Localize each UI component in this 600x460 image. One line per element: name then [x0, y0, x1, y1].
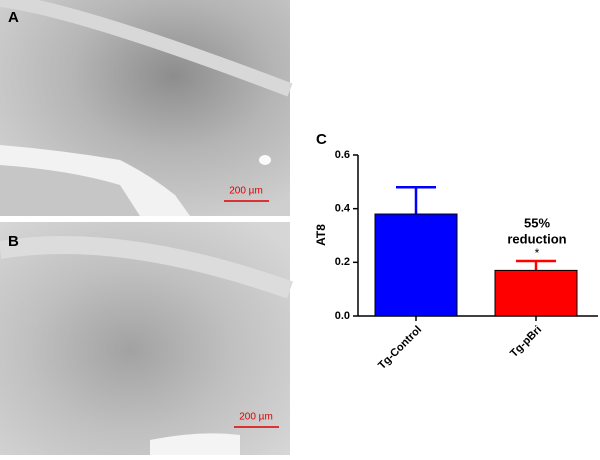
x-tick-label: Tg-pBri — [508, 324, 544, 360]
panel-label: B — [8, 233, 19, 250]
micrograph-a — [0, 0, 293, 216]
annotation: reduction — [507, 231, 566, 246]
y-tick-label: 0.6 — [335, 149, 350, 161]
scale-bar-label: 200 µm — [229, 186, 263, 197]
scale-bar-label: 200 µm — [239, 412, 273, 423]
significance-mark: * — [535, 246, 540, 260]
y-tick-label: 0.4 — [335, 203, 351, 215]
x-tick-label: Tg-Control — [376, 324, 424, 372]
panel-label: A — [8, 9, 19, 26]
panel-label: C — [316, 131, 327, 148]
y-axis-label: AT8 — [314, 224, 328, 246]
annotation: 55% — [524, 215, 550, 230]
bar — [494, 269, 578, 317]
micrograph-b — [0, 222, 293, 455]
bar — [374, 213, 458, 317]
y-tick-label: 0.0 — [335, 310, 350, 322]
y-tick-label: 0.2 — [335, 256, 350, 268]
